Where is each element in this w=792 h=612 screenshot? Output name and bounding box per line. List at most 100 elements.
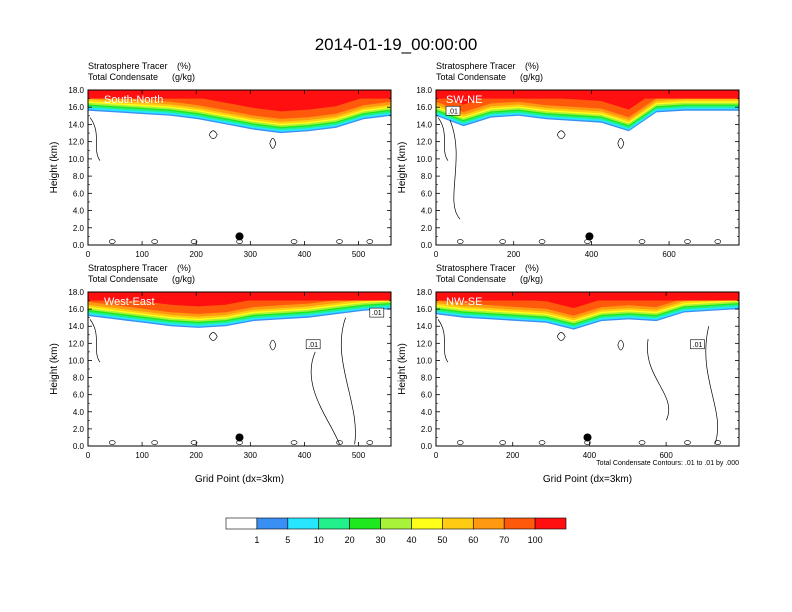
colorbar-label: 10 (314, 535, 324, 545)
x-tick-label: 400 (583, 451, 597, 460)
right-string-1: (%) (177, 61, 191, 71)
condensate-contour (366, 239, 374, 244)
right-string-2: (g/kg) (520, 274, 543, 284)
y-tick-label: 0.0 (421, 442, 433, 451)
panel-label: NW-SE (446, 296, 482, 308)
contour-label: .01 (308, 342, 318, 349)
y-tick-label: 6.0 (421, 391, 433, 400)
panel-label: West-East (104, 296, 155, 308)
contour-label: .01 (693, 342, 703, 349)
condensate-contour (684, 239, 691, 244)
x-tick-label: 0 (86, 451, 91, 460)
colorbar-swatch (534, 517, 567, 530)
condensate-contour (151, 440, 158, 445)
condensate-contour (336, 440, 343, 445)
left-string-2: Total Condensate (88, 274, 158, 284)
x-tick-label: 0 (86, 250, 91, 259)
condensate-contour (556, 332, 566, 341)
left-string-1: Stratosphere Tracer (436, 61, 516, 71)
y-tick-label: 0.0 (421, 241, 433, 250)
y-axis-label: Height (km) (49, 142, 60, 194)
panel-label: South-North (104, 94, 163, 106)
y-tick-label: 8.0 (73, 172, 85, 181)
y-tick-label: 4.0 (73, 207, 85, 216)
plot-area (88, 292, 391, 445)
right-string-2: (g/kg) (520, 72, 543, 82)
colorbar-swatch (380, 517, 412, 530)
y-tick-label: 12.0 (416, 138, 432, 147)
y-tick-label: 14.0 (416, 322, 432, 331)
x-tick-label: 500 (352, 250, 366, 259)
y-tick-label: 8.0 (421, 374, 433, 383)
panel-nw-se: NW-SE .01 0.0 2.0 4.0 6.0 8.0 10.0 12.0 14.0 16.0 1… (397, 263, 740, 485)
location-marker (235, 232, 244, 241)
x-tick-label: 100 (135, 451, 149, 460)
condensate-contour (190, 239, 198, 244)
condensate-contour (538, 239, 546, 244)
x-axis-label: Grid Point (dx=3km) (543, 474, 632, 485)
condensate-contour (647, 339, 669, 421)
condensate-contour (437, 117, 449, 161)
colorbar-swatch (442, 517, 474, 530)
condensate-contour (290, 440, 298, 445)
condensate-contour (617, 138, 625, 149)
contour-label-box (445, 105, 461, 116)
contour-label: .01 (448, 108, 458, 115)
right-string-1: (%) (525, 61, 539, 71)
colorbar-swatch (472, 517, 505, 530)
colorbar-label: 5 (285, 535, 290, 545)
colorbar-label: 70 (499, 535, 509, 545)
y-tick-label: 14.0 (68, 322, 84, 331)
location-marker (235, 433, 244, 442)
y-axis-label: Height (km) (49, 343, 60, 395)
left-string-2: Total Condensate (88, 72, 158, 82)
x-tick-label: 400 (585, 250, 599, 259)
y-tick-label: 2.0 (73, 224, 85, 233)
panel-label: SW-NE (446, 94, 482, 106)
y-tick-label: 14.0 (68, 120, 84, 129)
panels: South-North 0.0 2.0 4.0 6.0 8.0 10.0 12.0 14.0 16… (49, 61, 740, 485)
y-tick-label: 12.0 (68, 138, 84, 147)
figure-title: 2014-01-19_00:00:00 (315, 35, 478, 54)
colorbar-label: 20 (345, 535, 355, 545)
condensate-contour (269, 339, 277, 351)
condensate-contour (705, 326, 719, 445)
condensate-contour (617, 339, 625, 351)
condensate-contour (108, 239, 116, 244)
panel-west-east: West-East .01 .01 0.0 2.0 4.0 6.0 8.0 10.0 12.0 14… (49, 263, 392, 485)
colorbar-swatch (318, 517, 350, 530)
condensate-contour (714, 440, 722, 445)
x-tick-label: 0 (434, 451, 439, 460)
y-tick-label: 16.0 (416, 103, 432, 112)
condensate-contour (714, 239, 722, 244)
condensate-contour (449, 120, 461, 220)
condensate-contour (437, 319, 449, 363)
condensate-contour (341, 317, 356, 445)
y-tick-label: 12.0 (416, 339, 432, 348)
condensate-contour (499, 239, 506, 244)
y-tick-label: 10.0 (416, 155, 432, 164)
colorbar-swatch (256, 517, 289, 530)
y-tick-label: 8.0 (421, 172, 433, 181)
contour-label: .01 (372, 310, 382, 317)
condensate-contour (456, 440, 464, 445)
plot-area (436, 292, 739, 445)
y-tick-label: 8.0 (73, 374, 85, 383)
y-tick-label: 0.0 (73, 241, 85, 250)
colorbar-label: 50 (437, 535, 447, 545)
left-string-1: Stratosphere Tracer (88, 61, 168, 71)
y-tick-label: 16.0 (68, 103, 84, 112)
left-string-2: Total Condensate (436, 274, 506, 284)
colorbar-label: 30 (376, 535, 386, 545)
condensate-contour (190, 440, 198, 445)
y-tick-label: 6.0 (421, 189, 433, 198)
condensate-contour (684, 440, 691, 445)
condensate-contour (336, 239, 343, 244)
plot-area (88, 90, 391, 244)
colorbar-label: 100 (528, 535, 543, 545)
condensate-contour (638, 239, 646, 244)
contour-label-box (690, 339, 705, 350)
condensate-contour (290, 239, 298, 244)
y-tick-label: 0.0 (73, 442, 85, 451)
condensate-contour (269, 138, 277, 149)
